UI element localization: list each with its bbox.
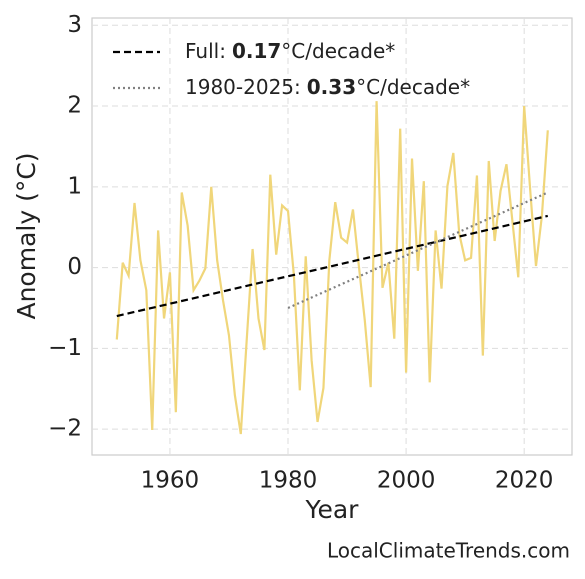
legend-slope: 0.33 (307, 75, 356, 99)
trend-line (287, 191, 549, 309)
y-tick-label: 0 (67, 254, 82, 280)
y-tick-label: −1 (48, 335, 82, 361)
y-tick-label: 1 (67, 173, 82, 199)
legend-unit: °C/decade* (356, 75, 470, 99)
legend-slope: 0.17 (232, 39, 281, 63)
legend-name: 1980-2025: (185, 75, 301, 99)
x-tick-label: 2020 (495, 468, 554, 494)
plot-frame (91, 17, 573, 456)
y-tick-label: 3 (67, 12, 82, 38)
y-tick-label: 2 (67, 93, 82, 119)
legend-label: 1980-2025: 0.33°C/decade* (185, 75, 470, 99)
data-line (115, 101, 549, 435)
footer: LocalClimateTrends.com (327, 539, 570, 563)
x-axis-label: Year (305, 495, 360, 524)
x-tick-label: 1980 (259, 468, 318, 494)
x-tick-label: 2000 (377, 468, 436, 494)
x-tick-label: 1960 (141, 468, 200, 494)
legend-unit: °C/decade* (281, 39, 395, 63)
legend-label: Full: 0.17°C/decade* (185, 39, 395, 63)
trend-line (116, 214, 549, 318)
legend-name: Full: (185, 39, 226, 63)
y-axis-label: Anomaly (°C) (12, 152, 41, 319)
y-tick-label: −2 (48, 416, 82, 442)
